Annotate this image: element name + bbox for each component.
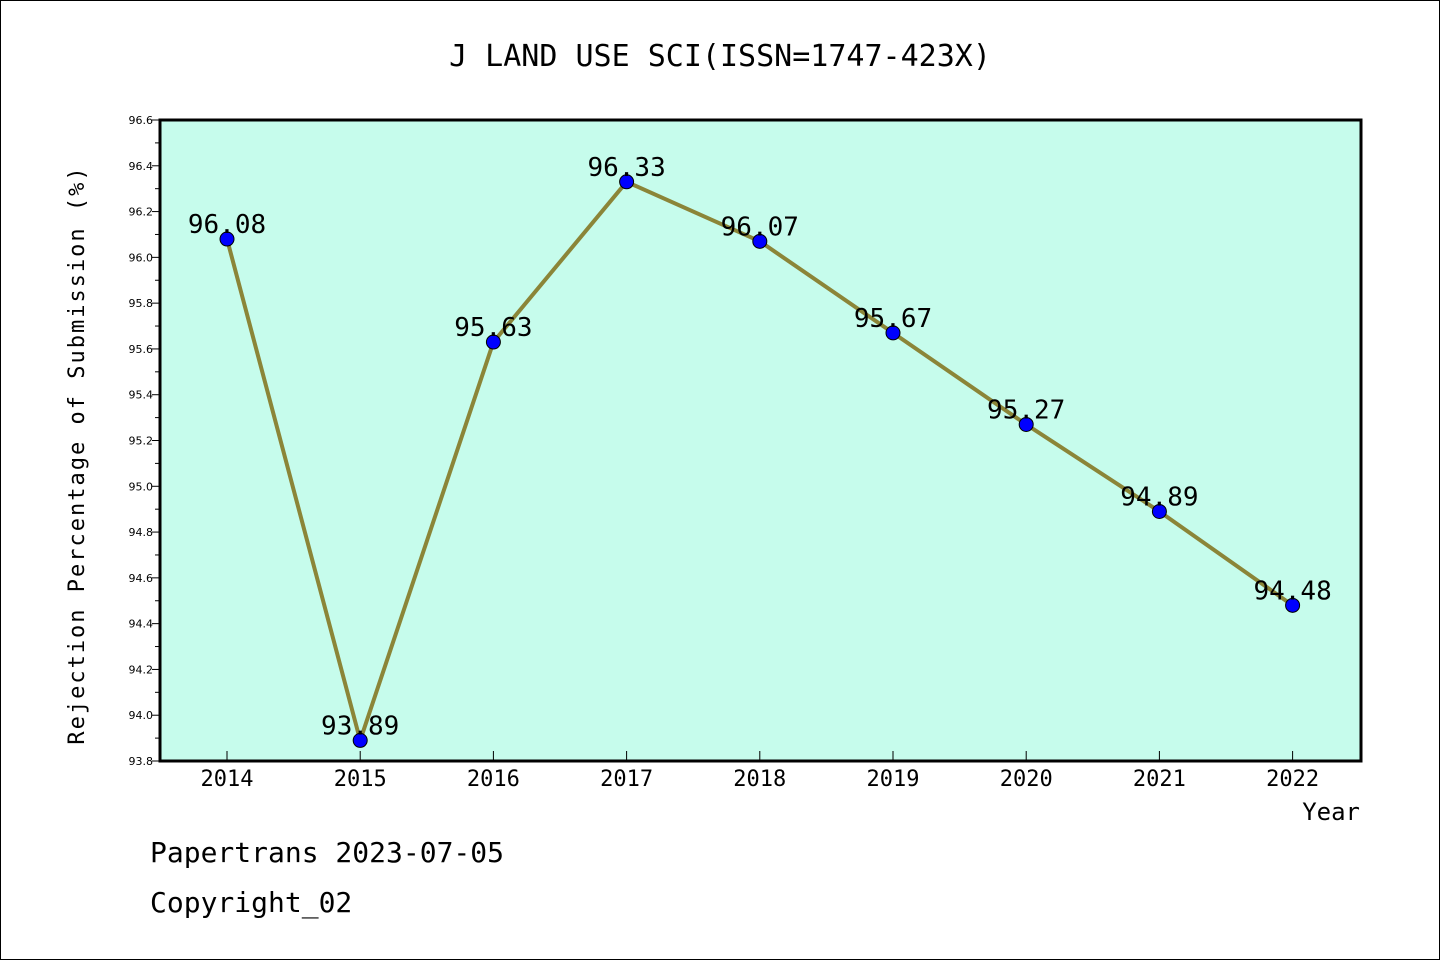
y-tick-label: 94.6 bbox=[129, 572, 154, 585]
data-label: 95.63 bbox=[454, 313, 532, 343]
copyright-note: Copyright_02 bbox=[150, 886, 353, 919]
chart-title: J LAND USE SCI(ISSN=1747-423X) bbox=[449, 39, 991, 74]
x-tick-label: 2017 bbox=[600, 767, 653, 792]
data-point bbox=[219, 231, 235, 247]
data-point bbox=[752, 233, 768, 249]
x-axis: 2014 2015 2016 2017 2018 2019 2020 2021 2022 bbox=[201, 751, 1319, 792]
data-label: 96.33 bbox=[587, 153, 665, 183]
y-tick-label: 96.6 bbox=[129, 114, 154, 127]
y-tick-label: 94.8 bbox=[129, 526, 154, 539]
data-label: 94.48 bbox=[1253, 576, 1331, 606]
data-label: 95.67 bbox=[854, 304, 932, 334]
y-tick-label: 95.6 bbox=[129, 343, 154, 356]
y-tick-label: 95.2 bbox=[129, 435, 154, 448]
plot-area bbox=[158, 118, 1363, 763]
y-tick-label: 95.4 bbox=[129, 389, 154, 402]
x-tick-label: 2014 bbox=[201, 767, 254, 792]
data-label: 95.27 bbox=[987, 395, 1065, 425]
x-tick-label: 2021 bbox=[1133, 767, 1186, 792]
data-point bbox=[619, 174, 635, 190]
x-tick-label: 2020 bbox=[1000, 767, 1053, 792]
y-tick-label: 95.0 bbox=[129, 480, 154, 493]
data-label: 96.08 bbox=[188, 210, 266, 240]
y-tick-label: 94.4 bbox=[129, 618, 154, 631]
data-point bbox=[352, 732, 368, 748]
x-tick-label: 2016 bbox=[467, 767, 520, 792]
x-tick-label: 2018 bbox=[733, 767, 786, 792]
source-note: Papertrans 2023-07-05 bbox=[150, 836, 505, 869]
x-tick-label: 2015 bbox=[334, 767, 387, 792]
data-label: 93.89 bbox=[321, 711, 399, 741]
y-axis-label: Rejection Percentage of Submission (%) bbox=[65, 165, 90, 744]
data-point bbox=[1018, 416, 1034, 432]
data-label: 94.89 bbox=[1120, 482, 1198, 512]
data-point bbox=[885, 325, 901, 341]
y-tick-label: 94.2 bbox=[129, 663, 154, 676]
data-point bbox=[485, 334, 501, 350]
data-point bbox=[1285, 597, 1301, 613]
y-tick-label: 96.0 bbox=[129, 251, 154, 264]
x-tick-label: 2022 bbox=[1266, 767, 1319, 792]
series-group: 96.08 93.89 95.63 96.33 96.07 95.67 95.27 94.89… bbox=[188, 153, 1332, 748]
y-axis: 93.8 94.0 94.2 94.4 94.6 94.8 95.0 95.2 95.4 95.6… bbox=[129, 114, 160, 768]
data-label: 96.07 bbox=[721, 212, 799, 242]
data-point bbox=[1151, 503, 1167, 519]
y-tick-label: 94.0 bbox=[129, 709, 154, 722]
y-tick-label: 96.4 bbox=[129, 160, 154, 173]
y-tick-label: 95.8 bbox=[129, 297, 154, 310]
x-axis-label: Year bbox=[1302, 798, 1360, 826]
y-tick-label: 93.8 bbox=[129, 755, 154, 768]
x-tick-label: 2019 bbox=[867, 767, 920, 792]
y-tick-label: 96.2 bbox=[129, 206, 154, 219]
